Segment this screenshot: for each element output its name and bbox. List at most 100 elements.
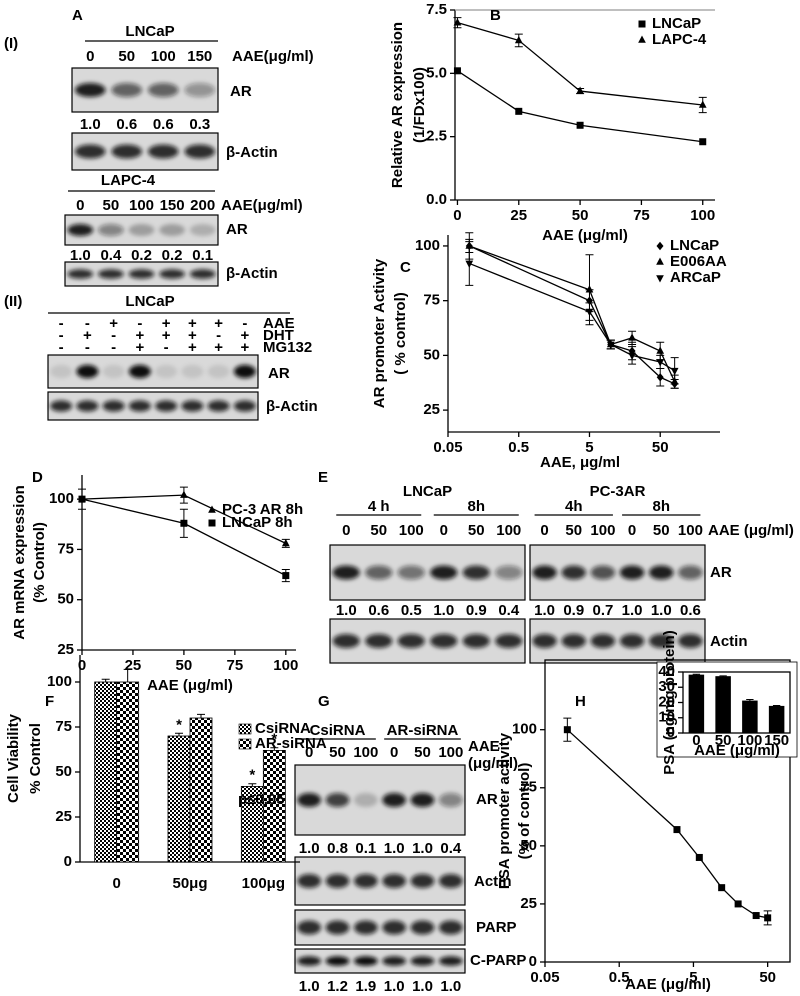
band-ratio: 0.9 [563, 602, 584, 619]
panel-letter: E [318, 469, 328, 486]
x-tick-label: 150 [764, 732, 789, 749]
band [397, 565, 425, 580]
y-tick-label: 7.5 [426, 1, 447, 18]
y-tick-label: 100 [415, 237, 440, 254]
band [325, 874, 350, 888]
legend-swatch [238, 723, 252, 735]
y-tick-label: 20 [658, 693, 675, 710]
marker [656, 257, 664, 265]
significance-star: * [176, 716, 182, 733]
bar [715, 676, 731, 734]
band [102, 364, 125, 379]
time-label: 4 h [368, 498, 390, 515]
band [67, 224, 94, 236]
band [189, 269, 216, 279]
band-ratio: 1.0 [384, 978, 405, 995]
band-ratio: 1.0 [534, 602, 555, 619]
y-tick-label: 75 [55, 718, 72, 735]
band [365, 634, 393, 648]
band [382, 956, 407, 966]
band [438, 874, 463, 888]
legend-entry: AR-siRNA [255, 735, 327, 752]
band [128, 269, 155, 279]
bar [742, 700, 758, 734]
y-tick-label: 100 [512, 721, 537, 738]
band-ratio: 0.6 [368, 602, 389, 619]
dose-label: 50 [653, 522, 670, 539]
protein-label: AR [226, 221, 248, 238]
bar [688, 674, 705, 734]
x-tick-label: 50 [176, 657, 193, 674]
band [111, 83, 143, 97]
series-line [457, 22, 703, 106]
dose-label: 150 [187, 48, 212, 65]
blot [294, 948, 466, 974]
marker [180, 490, 188, 498]
y-axis-label: (% of control) [516, 763, 533, 860]
error-bar [123, 668, 132, 682]
band-ratio: 0.6 [680, 602, 701, 619]
band [128, 364, 151, 379]
band [678, 565, 703, 580]
treatment-sign: - [59, 339, 64, 356]
dose-label: 50 [468, 522, 485, 539]
marker [208, 505, 216, 513]
band [207, 364, 230, 379]
protein-label: AR [230, 83, 252, 100]
band [619, 565, 645, 580]
cell-line: LNCaP [125, 293, 174, 310]
band [462, 565, 490, 580]
time-label: 4h [565, 498, 583, 515]
band [297, 920, 322, 935]
band [325, 920, 350, 935]
band-ratio: 0.4 [100, 247, 122, 264]
dose-label: 100 [353, 744, 378, 761]
treatment-sign: - [59, 315, 64, 332]
dose-unit: AAE(μg/ml) [232, 48, 314, 65]
band [184, 83, 216, 97]
marker [656, 241, 664, 251]
y-axis-label: Relative AR expression [389, 22, 406, 188]
legend-entry: LAPC-4 [652, 31, 707, 48]
y-tick-label: 10 [658, 709, 675, 726]
cell-line: LNCaP [403, 483, 452, 500]
dose-unit: AAE [468, 738, 500, 755]
bar [768, 705, 785, 734]
y-tick-label: 100 [49, 490, 74, 507]
dose-label: 0 [540, 522, 548, 539]
dose-label: 50 [118, 48, 135, 65]
treatment-sign: + [135, 339, 144, 356]
x-tick-label: 0.5 [609, 969, 630, 986]
marker [78, 495, 86, 503]
band [207, 400, 230, 412]
x-tick-label: 0.05 [433, 439, 462, 456]
band [297, 874, 322, 888]
y-tick-label: 2.5 [426, 128, 447, 145]
band-ratio: 1.0 [299, 978, 320, 995]
dose-label: 0 [86, 48, 94, 65]
panel-letter: A [72, 7, 83, 24]
band [462, 634, 490, 648]
dose-label: 100 [151, 48, 176, 65]
marker [656, 275, 664, 283]
band-ratio: 0.1 [192, 247, 213, 264]
panel-letter: G [318, 693, 330, 710]
marker [638, 20, 646, 28]
band [353, 793, 378, 807]
x-tick-label: 25 [125, 657, 142, 674]
band [74, 144, 106, 159]
blot [329, 618, 526, 664]
dose-label: 50 [370, 522, 387, 539]
marker [453, 18, 462, 26]
annotation: p≤0.05 [238, 791, 285, 808]
band [128, 224, 155, 236]
treatment-sign: - [111, 339, 116, 356]
y-tick-label: 0 [529, 953, 537, 970]
y-axis-label: Cell Viability [5, 713, 22, 803]
band [495, 565, 523, 580]
band [382, 874, 407, 888]
y-axis-label: ( % control) [392, 292, 409, 375]
blot [529, 618, 706, 664]
band [332, 565, 360, 580]
